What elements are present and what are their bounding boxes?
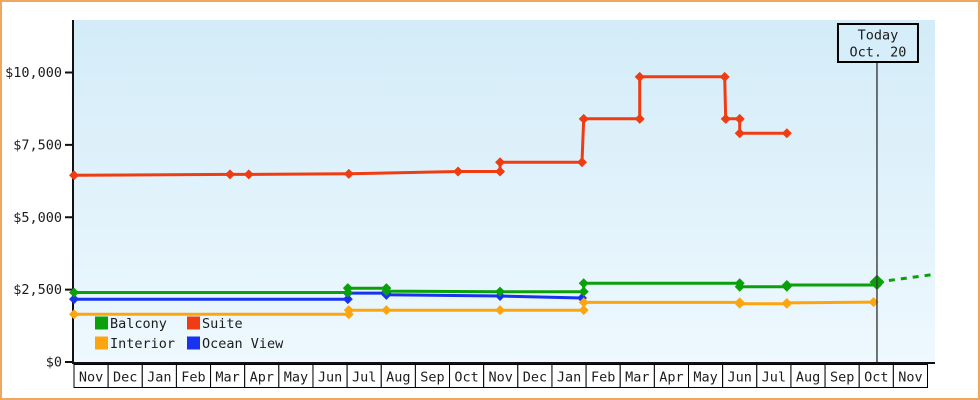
legend-label-balcony: Balcony	[110, 316, 167, 332]
data-point-marker	[868, 297, 879, 308]
month-label: Jul	[352, 370, 376, 386]
data-point-marker	[342, 283, 353, 294]
month-label: May	[284, 370, 308, 386]
data-point-marker	[343, 305, 354, 316]
data-point-marker	[69, 309, 79, 320]
data-point-marker	[495, 286, 506, 297]
legend-label-interior: Interior	[110, 336, 175, 352]
month-label: Nov	[898, 370, 922, 386]
data-point-marker	[381, 305, 392, 316]
month-label: Feb	[591, 370, 615, 386]
month-label: Jun	[728, 370, 752, 386]
today-box-line1: Today	[858, 28, 899, 44]
month-label: Sep	[420, 370, 444, 386]
data-point-marker	[781, 279, 792, 290]
data-point-marker	[734, 281, 745, 292]
month-label: Aug	[386, 370, 410, 386]
data-point-marker	[634, 71, 645, 82]
data-point-marker	[734, 128, 745, 139]
data-point-marker	[577, 157, 588, 168]
month-label: Jun	[318, 370, 342, 386]
today-box	[836, 23, 919, 63]
data-point-marker	[578, 278, 589, 289]
legend-label-ocean-view: Ocean View	[202, 336, 284, 352]
month-label: Aug	[796, 370, 820, 386]
y-tick-label: $5,000	[13, 210, 62, 226]
month-label: Nov	[489, 370, 513, 386]
plot-area	[74, 20, 935, 362]
month-label: Feb	[181, 370, 205, 386]
data-point-marker	[243, 169, 254, 180]
x-axis: Nov Dec Jan Feb Mar Apr May Jun Jul Aug Sep Oct Nov D…	[72, 362, 935, 388]
data-point-marker	[225, 169, 236, 180]
data-point-marker	[342, 294, 353, 305]
data-point-marker	[719, 71, 730, 82]
legend-swatch-interior	[95, 336, 108, 350]
series-projection-balcony	[876, 273, 933, 284]
month-label: Jan	[557, 370, 581, 386]
month-label: Nov	[79, 370, 103, 386]
series-lines	[69, 71, 933, 320]
y-tick-label: $10,000	[5, 65, 62, 81]
month-label: Mar	[625, 370, 649, 386]
data-point-marker	[781, 128, 792, 139]
data-point-marker	[495, 305, 506, 316]
month-label: Mar	[215, 370, 239, 386]
month-label: Apr	[250, 370, 274, 386]
legend-label-suite: Suite	[202, 316, 243, 332]
data-point-marker	[734, 298, 745, 309]
data-point-marker	[495, 166, 506, 177]
legend: Balcony Suite Interior Ocean View	[95, 316, 284, 352]
legend-swatch-balcony	[95, 316, 108, 330]
month-label: Oct	[454, 370, 478, 386]
data-point-marker	[381, 286, 392, 297]
month-label: Dec	[113, 370, 137, 386]
y-tick-label: $0	[46, 355, 62, 371]
data-point-marker	[343, 168, 354, 179]
month-label: May	[693, 370, 717, 386]
data-point-marker	[634, 113, 645, 124]
data-point-marker	[69, 170, 79, 181]
month-label: Jan	[147, 370, 171, 386]
legend-swatch-ocean-view	[187, 336, 200, 350]
data-point-marker	[720, 113, 731, 124]
today-box-line2: Oct. 20	[850, 45, 907, 61]
data-point-marker	[578, 286, 589, 297]
month-label: Sep	[830, 370, 854, 386]
series-line-suite	[73, 75, 787, 177]
data-point-marker	[734, 113, 745, 124]
data-point-marker	[578, 297, 589, 308]
data-point-marker	[781, 297, 792, 308]
data-point-marker	[69, 287, 79, 298]
legend-swatch-suite	[187, 316, 200, 330]
y-axis: $0 $2,500 $5,000 $7,500 $10,000	[5, 20, 74, 371]
data-point-marker	[495, 157, 506, 168]
month-label: Dec	[523, 370, 547, 386]
y-tick-label: $2,500	[13, 282, 62, 298]
month-label: Apr	[659, 370, 683, 386]
data-point-marker	[578, 113, 589, 124]
month-label: Oct	[864, 370, 888, 386]
y-tick-label: $7,500	[13, 137, 62, 153]
data-point-marker	[453, 166, 464, 177]
data-point-marker	[578, 305, 589, 316]
month-cell	[892, 364, 928, 388]
month-label: Jul	[762, 370, 786, 386]
data-point-marker	[69, 294, 79, 305]
